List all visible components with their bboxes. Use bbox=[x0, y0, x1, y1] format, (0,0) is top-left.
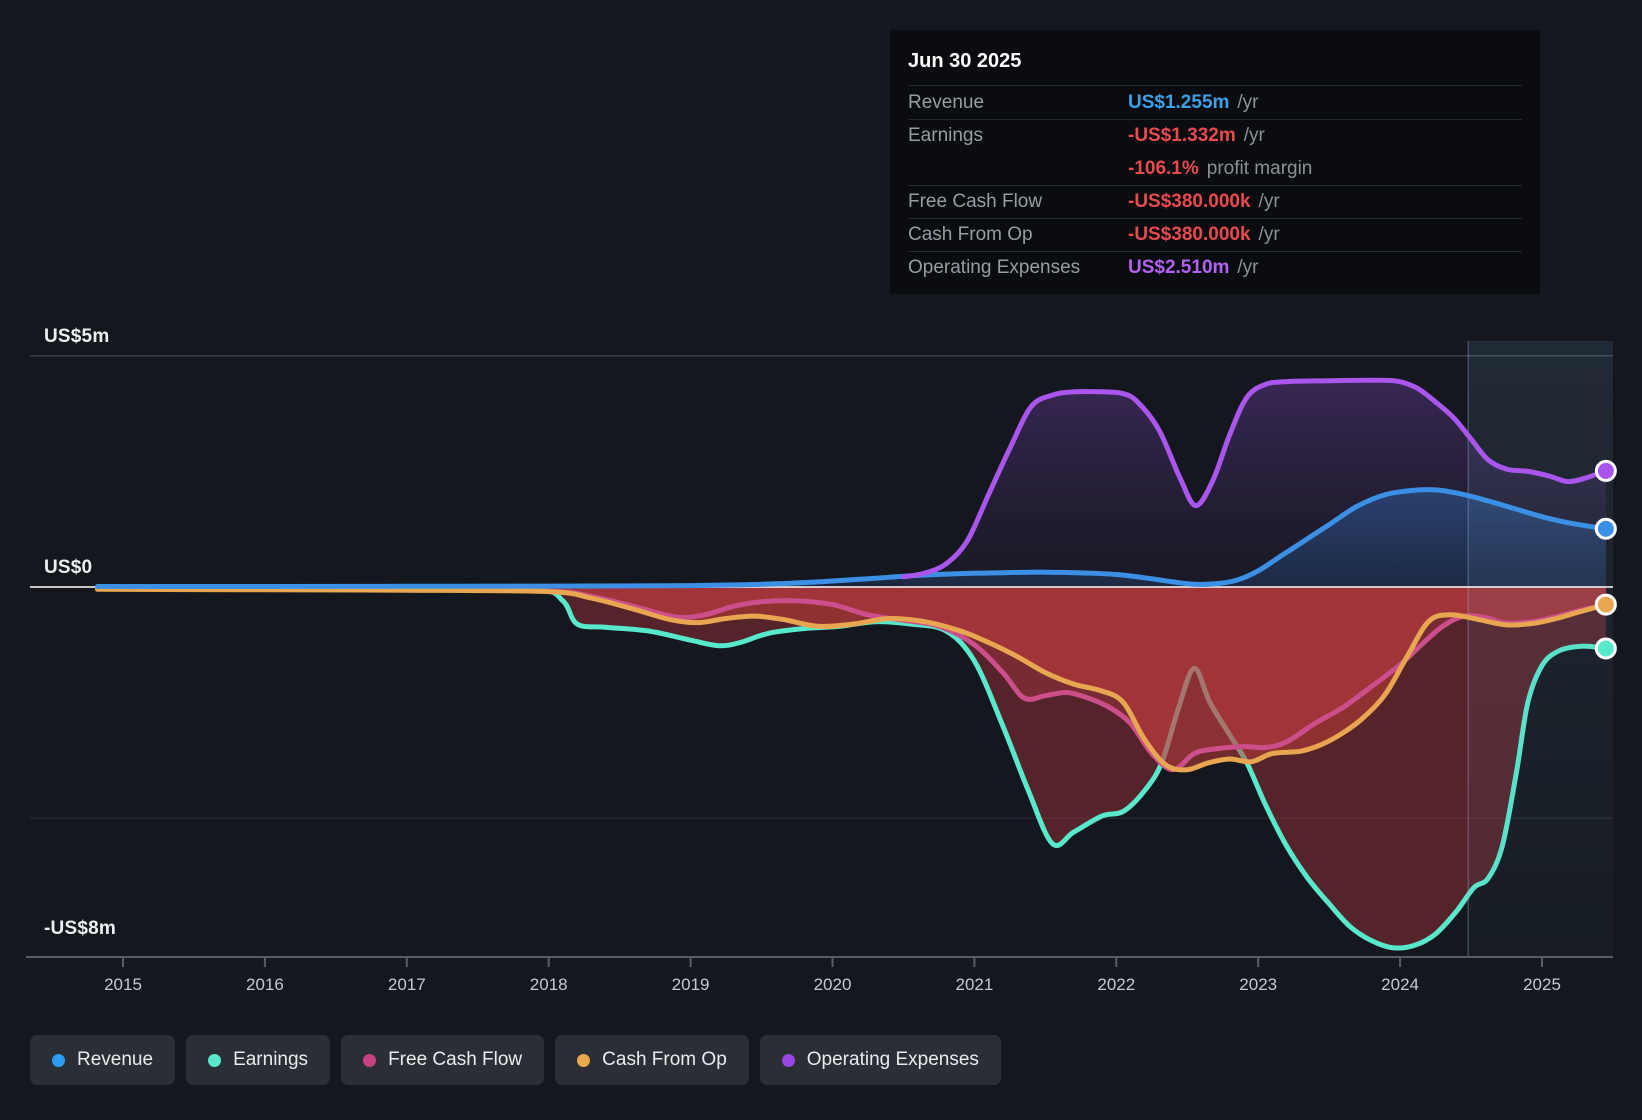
legend-item-opex[interactable]: Operating Expenses bbox=[759, 1035, 1001, 1085]
tooltip-row-suffix: /yr bbox=[1258, 224, 1280, 245]
legend-item-label: Revenue bbox=[77, 1049, 154, 1070]
tooltip-row-suffix: profit margin bbox=[1206, 157, 1313, 179]
tooltip-row: Cash From Op -US$380.000k/yr bbox=[908, 218, 1522, 251]
tooltip-row: -106.1% profit margin bbox=[908, 152, 1522, 185]
end-marker-cash-from-op bbox=[1594, 593, 1617, 616]
tooltip-row-label: Cash From Op bbox=[908, 224, 1033, 245]
x-axis-label: 2023 bbox=[1239, 975, 1277, 994]
x-axis-label: 2016 bbox=[246, 975, 284, 994]
fcf-area-fill bbox=[97, 587, 1606, 770]
x-axis-label: 2017 bbox=[388, 975, 426, 994]
legend-dot-icon bbox=[363, 1053, 377, 1067]
legend-dot-icon bbox=[781, 1053, 795, 1067]
legend-item-label: Cash From Op bbox=[602, 1049, 727, 1070]
legend: Revenue Earnings Free Cash Flow Cash From O… bbox=[30, 1035, 1001, 1085]
tooltip-row: Free Cash Flow -US$380.000k/yr bbox=[908, 185, 1522, 218]
end-marker-operating-expenses bbox=[1594, 459, 1617, 482]
legend-item-revenue[interactable]: Revenue bbox=[30, 1035, 176, 1085]
revenue-area-fill bbox=[97, 489, 1606, 587]
tooltip-row-value: US$2.510m bbox=[1128, 257, 1230, 278]
x-axis-label: 2020 bbox=[814, 975, 852, 994]
tooltip-row-label: Revenue bbox=[908, 91, 985, 113]
y-axis-label: US$0 bbox=[44, 557, 93, 578]
y-axis-label: US$5m bbox=[44, 325, 110, 347]
legend-item-label: Operating Expenses bbox=[806, 1049, 979, 1070]
legend-dot-icon bbox=[208, 1053, 222, 1067]
x-axis-label: 2015 bbox=[104, 975, 142, 994]
legend-item-fcf[interactable]: Free Cash Flow bbox=[341, 1035, 545, 1085]
legend-dot-icon bbox=[52, 1053, 65, 1067]
tooltip-row: Operating Expenses US$2.510m/yr bbox=[908, 251, 1522, 284]
tooltip-row-value: -US$380.000k bbox=[1128, 224, 1251, 245]
tooltip-row-suffix: /yr bbox=[1237, 257, 1259, 278]
tooltip-row-label: Earnings bbox=[908, 125, 983, 146]
x-axis-label: 2022 bbox=[1097, 975, 1135, 994]
tooltip-panel: Jun 30 2025 Revenue US$1.255m/yr Earnings -… bbox=[890, 30, 1540, 294]
highlight-band bbox=[1468, 341, 1613, 957]
tooltip-row-suffix: /yr bbox=[1258, 191, 1280, 212]
x-axis-label: 2024 bbox=[1381, 975, 1419, 994]
tooltip-row-value: -106.1% bbox=[1128, 157, 1199, 179]
tooltip-row-label: Free Cash Flow bbox=[908, 191, 1043, 212]
tooltip-rows: Revenue US$1.255m/yr Earnings -US$1.332m/yr… bbox=[908, 86, 1522, 284]
x-axis-label: 2018 bbox=[530, 975, 568, 994]
tooltip-row: Revenue US$1.255m/yr bbox=[908, 86, 1522, 119]
legend-item-label: Free Cash Flow bbox=[388, 1049, 523, 1070]
tooltip-row-suffix: /yr bbox=[1243, 125, 1265, 146]
cash-from-op-area-fill bbox=[97, 587, 1606, 770]
y-axis-label: -US$8m bbox=[44, 918, 116, 939]
tooltip-row-label: Operating Expenses bbox=[908, 257, 1081, 278]
legend-item-cashop[interactable]: Cash From Op bbox=[555, 1035, 749, 1085]
x-axis-label: 2019 bbox=[672, 975, 710, 994]
x-axis-label: 2025 bbox=[1523, 975, 1561, 994]
fcf-line bbox=[95, 586, 1609, 773]
tooltip-row: Earnings -US$1.332m/yr bbox=[908, 119, 1522, 152]
opex-line bbox=[901, 377, 1609, 580]
cash-from-op-line bbox=[95, 586, 1609, 773]
tooltip-row-value: -US$1.332m bbox=[1128, 125, 1236, 146]
legend-dot-icon bbox=[577, 1053, 591, 1067]
tooltip-row-value: -US$380.000k bbox=[1128, 191, 1251, 212]
tooltip-row-suffix: /yr bbox=[1237, 91, 1259, 113]
tooltip-row-value: US$1.255m bbox=[1128, 91, 1230, 113]
tooltip-date: Jun 30 2025 bbox=[908, 44, 1522, 86]
end-marker-revenue bbox=[1594, 517, 1617, 540]
x-axis-label: 2021 bbox=[955, 975, 993, 994]
legend-item-earnings[interactable]: Earnings bbox=[186, 1035, 331, 1085]
legend-item-label: Earnings bbox=[233, 1049, 309, 1070]
revenue-line bbox=[95, 487, 1609, 590]
end-marker-earnings bbox=[1594, 637, 1617, 660]
